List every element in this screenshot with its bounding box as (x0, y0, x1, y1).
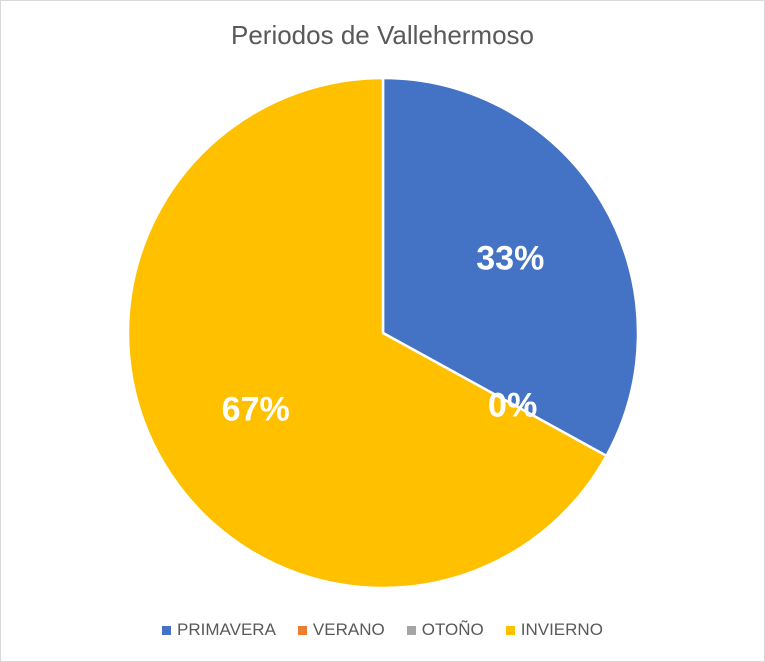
legend-item-invierno: INVIERNO (505, 620, 603, 640)
legend-swatch (297, 625, 307, 635)
legend: PRIMAVERA VERANO OTOÑO INVIERNO (0, 620, 765, 640)
pie-slice-invierno (126, 76, 609, 590)
legend-item-verano: VERANO (297, 620, 385, 640)
legend-swatch (162, 625, 172, 635)
legend-item-otoño: OTOÑO (406, 620, 484, 640)
legend-swatch (406, 625, 416, 635)
legend-label: PRIMAVERA (177, 620, 276, 639)
legend-label: VERANO (312, 620, 385, 639)
legend-label: INVIERNO (520, 620, 603, 639)
data-label-primavera: 33% (476, 240, 544, 278)
pie-slice-primavera (381, 76, 640, 458)
data-label-verano: 0% (488, 386, 537, 424)
data-label-otoño: 0% (488, 386, 537, 424)
legend-label: OTOÑO (421, 620, 484, 639)
legend-swatch (505, 625, 515, 635)
legend-item-primavera: PRIMAVERA (162, 620, 276, 640)
data-label-invierno: 67% (222, 390, 290, 428)
chart-title: Periodos de Vallehermoso (230, 20, 535, 50)
